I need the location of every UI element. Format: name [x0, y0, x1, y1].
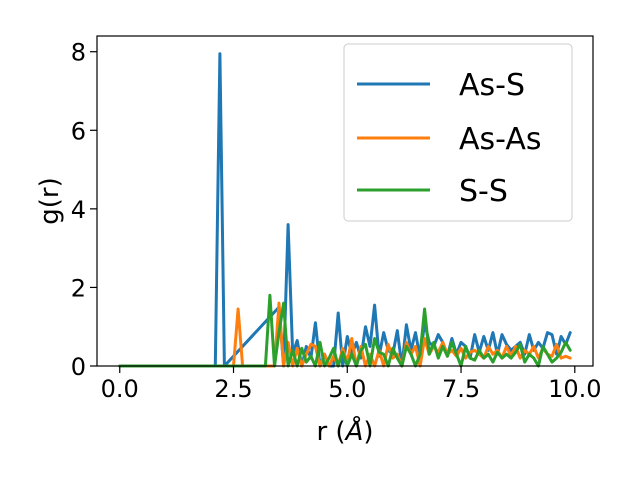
- y-tick-label-4: 8: [71, 39, 86, 67]
- x-tick-label-3: 7.5: [442, 375, 480, 403]
- legend-label-2: S-S: [459, 174, 508, 209]
- series-line-1: [118, 301, 572, 368]
- y-tick-label-3: 6: [71, 117, 86, 145]
- x-tick-label-1: 2.5: [214, 375, 252, 403]
- legend: As-S As-As S-S: [343, 43, 573, 222]
- x-axis-label-unit: Å: [344, 415, 364, 447]
- x-axis-label: r (Å): [316, 415, 373, 447]
- x-axis-ticks: 0.0 2.5 5.0 7.5 10.0: [101, 366, 602, 403]
- x-tick-label-2: 5.0: [328, 375, 366, 403]
- legend-label-1: As-As: [459, 122, 541, 157]
- y-axis-ticks: 0 2 4 6 8: [71, 39, 97, 381]
- y-axis-label: g(r): [35, 177, 65, 224]
- x-tick-label-4: 10.0: [548, 375, 601, 403]
- y-tick-label-2: 4: [71, 196, 86, 224]
- legend-box: [343, 43, 573, 222]
- x-tick-label-0: 0.0: [101, 375, 139, 403]
- x-axis-label-close: ): [363, 417, 373, 447]
- y-tick-label-0: 0: [71, 353, 86, 381]
- legend-label-0: As-S: [459, 68, 525, 103]
- y-tick-label-1: 2: [71, 274, 86, 302]
- axes-frame: [96, 35, 594, 367]
- x-axis-label-main: r (: [316, 417, 345, 447]
